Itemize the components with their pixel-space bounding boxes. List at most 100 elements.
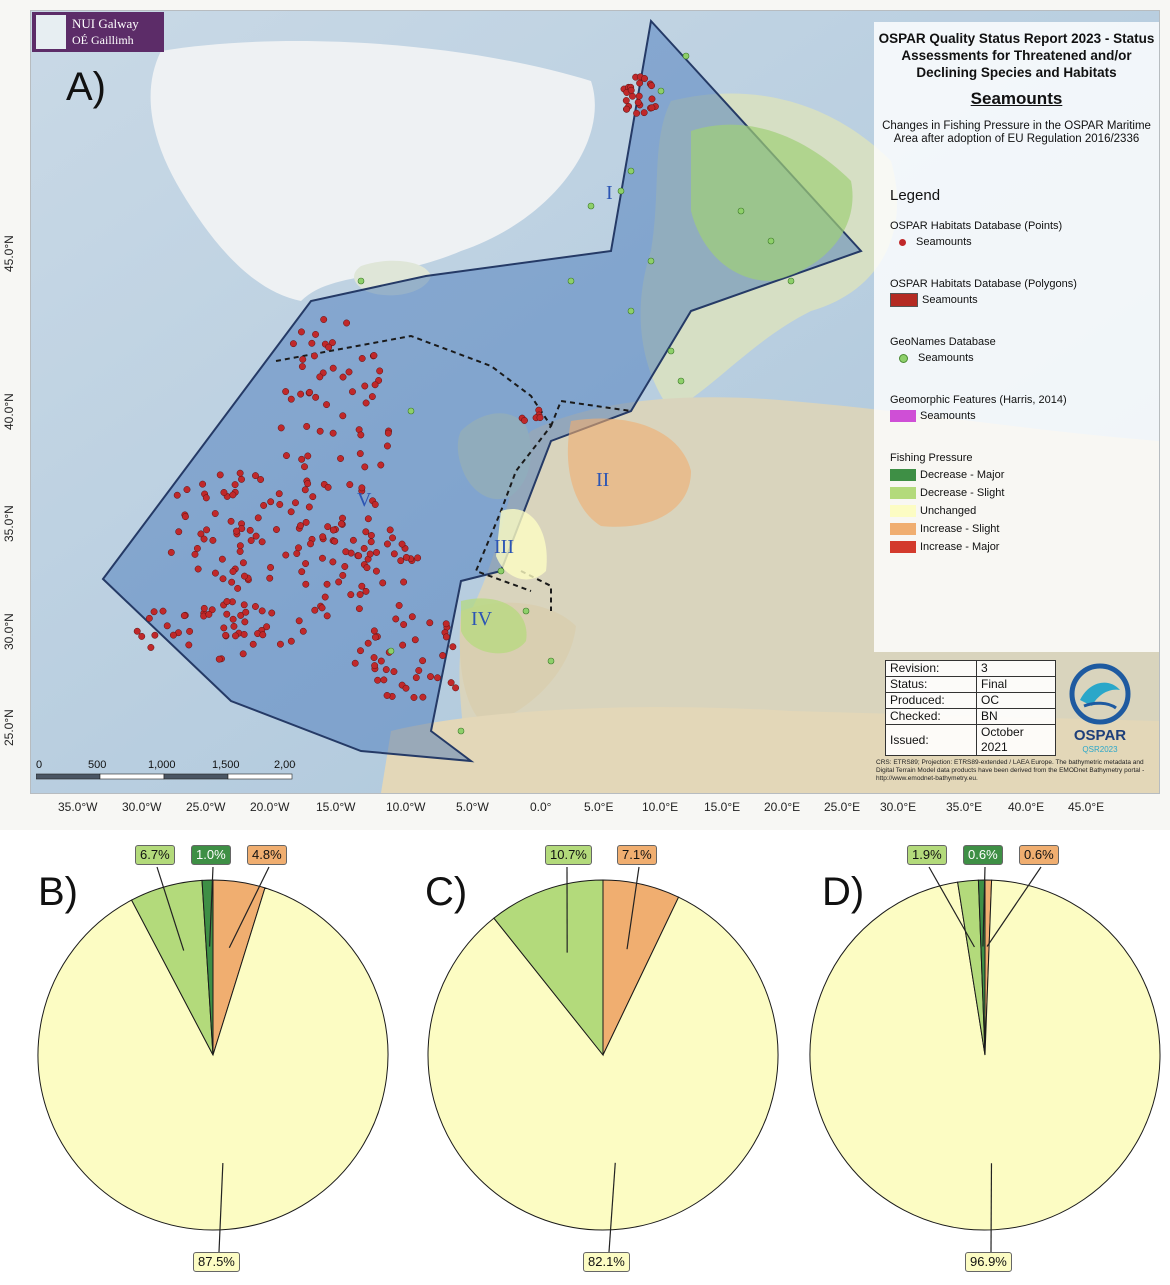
seamount-point [258, 607, 266, 615]
seamount-point [370, 654, 378, 662]
table-cell: Revision: [885, 660, 977, 677]
leader-line [156, 866, 185, 951]
legend-item-label: Seamounts [916, 236, 972, 248]
swatch-icon [890, 541, 916, 554]
legend-heading-geonames: GeoNames Database [890, 336, 996, 348]
table-cell: Status: [885, 676, 977, 693]
seamount-point [640, 109, 648, 117]
seamount-point [358, 582, 366, 590]
seamount-point [218, 555, 226, 563]
seamount-point [372, 567, 380, 575]
seamount-point [151, 631, 159, 639]
seamount-point [292, 499, 299, 507]
pie-label: 10.7% [545, 845, 592, 865]
seamount-point [185, 641, 193, 649]
table-cell: Issued: [885, 724, 977, 756]
seamount-point [371, 381, 379, 389]
seamount-points [133, 73, 659, 701]
seamount-point [383, 442, 391, 450]
seamount-point [370, 627, 378, 635]
seamount-point [427, 673, 434, 681]
swatch-icon [890, 523, 916, 536]
seamount-point [241, 618, 249, 626]
panel-label-b: B) [38, 870, 78, 914]
seamount-point [239, 650, 247, 658]
seamount-point [358, 484, 366, 492]
seamount-point [163, 622, 171, 630]
seamount-point [295, 617, 303, 625]
logo-irish-name: OÉ Gaillimh [72, 33, 134, 47]
geonames-point [497, 567, 505, 575]
seamount-point [377, 657, 385, 665]
seamount-point [283, 452, 290, 460]
legend-item-label: Seamounts [922, 294, 978, 306]
university-crest-icon [36, 15, 66, 49]
seamount-point [304, 480, 312, 488]
seamount-point [442, 633, 450, 641]
seamount-point [521, 417, 528, 424]
seamount-point [364, 515, 372, 523]
legend-item-geomorphic: Seamounts [890, 409, 976, 423]
scale-label: 500 [88, 760, 106, 771]
scale-bar: 0 500 1,000 1,500 2,000 km [35, 759, 319, 782]
seamount-point [402, 684, 410, 692]
seamount-point [622, 97, 630, 104]
legend-fishing-unchanged: Unchanged [890, 504, 976, 518]
seamount-point [229, 568, 237, 575]
seamount-point [368, 393, 376, 401]
seamount-point [167, 548, 175, 556]
seamount-point [175, 528, 183, 536]
geonames-point [647, 257, 655, 265]
seamount-point [299, 627, 307, 635]
seamount-point [282, 388, 290, 396]
region-label-V: V [357, 489, 372, 511]
seamount-point [293, 550, 301, 557]
seamount-point [202, 494, 210, 502]
seamount-point [360, 544, 368, 552]
seamount-point [410, 694, 418, 701]
seamount-point [228, 578, 236, 586]
seamount-point [356, 450, 364, 458]
seamount-point [240, 601, 248, 609]
seamount-point [251, 603, 259, 610]
legend-item-label: Decrease - Slight [920, 487, 1005, 499]
seamount-point [419, 693, 427, 701]
pie-chart-d: 96.9% 1.9% 0.6% 0.6% [790, 835, 1170, 1285]
leader-line [982, 866, 986, 947]
seamount-point [133, 627, 141, 635]
seamount-point [287, 508, 295, 516]
seamount-point [233, 527, 240, 535]
longitude-label: 20.0°E [764, 800, 801, 814]
seamount-point [536, 414, 544, 422]
seamount-point [400, 621, 408, 628]
geonames-point [667, 347, 675, 355]
seamount-point [324, 483, 332, 491]
seamount-point [220, 489, 228, 496]
latitude-label: 30.0°N [2, 613, 16, 650]
seamount-point [426, 619, 434, 627]
seamount-point [258, 538, 266, 546]
legend-item-geonames: Seamounts [890, 351, 974, 365]
legend-heading-fishing: Fishing Pressure [890, 452, 973, 464]
seamount-point [355, 605, 363, 613]
legend: Legend OSPAR Habitats Database (Points) … [874, 182, 1159, 652]
red-box-icon [890, 293, 918, 308]
longitude-label: 45.0°E [1068, 800, 1105, 814]
seamount-point [305, 503, 313, 511]
seamount-point [447, 679, 455, 687]
seamount-point [234, 584, 242, 592]
map-panel: I II III IV V NUI Galway OÉ Gaillimh A) … [0, 0, 1170, 830]
seamount-point [377, 461, 385, 469]
scale-segment [163, 773, 229, 780]
seamount-point [319, 554, 326, 562]
leader-line [626, 866, 640, 950]
seamount-point [356, 591, 364, 598]
pie-label: 96.9% [965, 1252, 1012, 1272]
region-label-IV: IV [471, 608, 493, 630]
seamount-point [337, 520, 345, 528]
seamount-point [311, 606, 319, 614]
geonames-point [407, 407, 415, 415]
seamount-point [349, 388, 356, 396]
seamount-point [355, 552, 363, 560]
ospar-logo-word: OSPAR [1074, 727, 1126, 744]
